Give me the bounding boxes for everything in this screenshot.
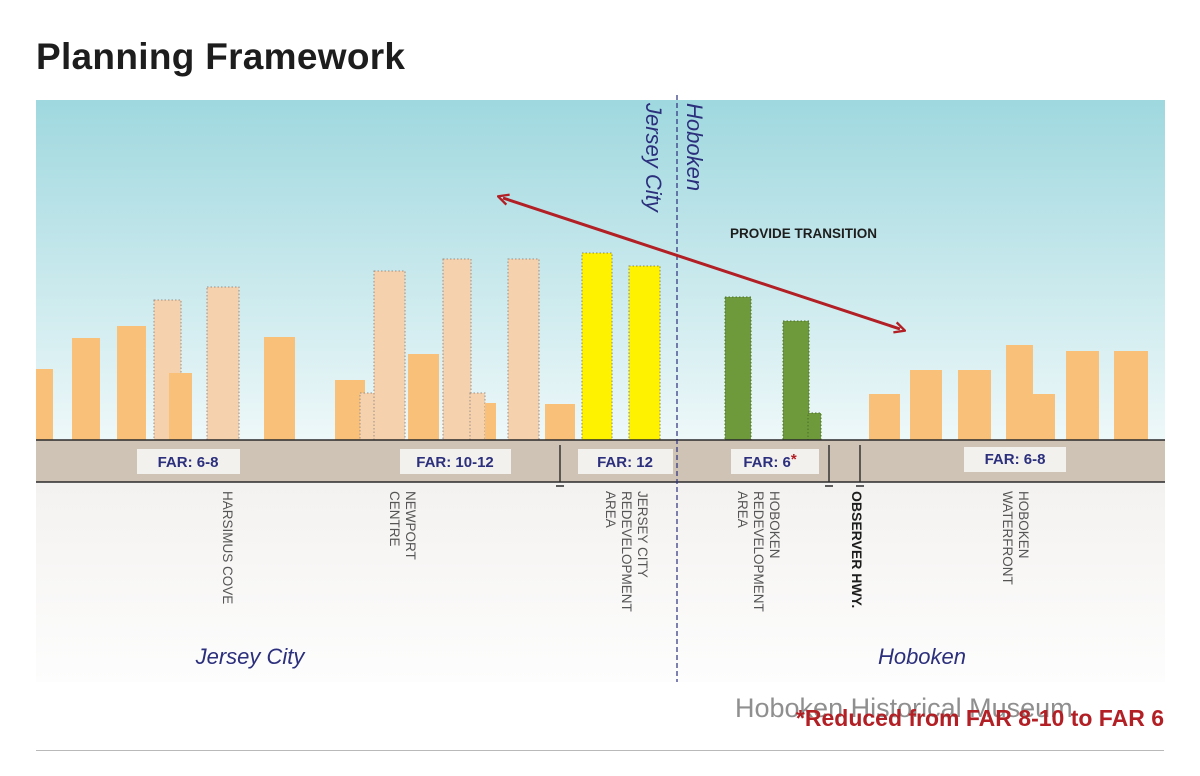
district-label-hoboken-redevelopment: HOBOKEN REDEVELOPMENT AREA — [735, 491, 782, 612]
svg-text:HOBOKEN: HOBOKEN — [1016, 491, 1031, 559]
far-label-text: FAR: 10-12 — [416, 454, 494, 471]
building-hob-redev — [782, 320, 810, 441]
building-existing — [169, 373, 192, 440]
svg-text:JERSEY CITY: JERSEY CITY — [635, 491, 650, 578]
far-label-text: FAR: 6 — [743, 454, 791, 471]
lower-background — [36, 482, 1165, 682]
building-proposed — [469, 392, 486, 441]
building-existing — [910, 370, 942, 440]
page-title: Planning Framework — [36, 36, 406, 77]
building-jc-redev — [628, 265, 661, 441]
svg-text:AREA: AREA — [603, 491, 618, 528]
building-existing — [545, 404, 575, 440]
building-existing — [36, 369, 53, 440]
transition-arrow — [503, 198, 900, 329]
building-existing — [264, 337, 295, 440]
footnote-mark: * — [791, 451, 797, 468]
far-label-text: FAR: 6-8 — [985, 451, 1046, 468]
footnote: *Reduced from FAR 8-10 to FAR 6 — [795, 705, 1164, 731]
building-existing — [408, 354, 439, 440]
district-label-harsimus-cove: HARSIMUS COVE — [220, 491, 235, 604]
building-existing — [958, 370, 991, 440]
building-existing — [1006, 345, 1033, 440]
boundary-label-jersey-city: Jersey City — [641, 102, 666, 214]
far-label-text: FAR: 6-8 — [158, 454, 219, 471]
building-proposed — [373, 270, 406, 441]
svg-text:NEWPORT: NEWPORT — [403, 491, 418, 560]
building-existing — [117, 326, 146, 440]
svg-text:FAR: 6*: FAR: 6* — [743, 451, 797, 471]
building-existing — [1030, 394, 1055, 440]
building-jc-redev — [581, 252, 613, 441]
zone-dividers — [556, 445, 864, 487]
svg-text:AREA: AREA — [735, 491, 750, 528]
building-existing — [1114, 351, 1148, 440]
transition-label: PROVIDE TRANSITION — [730, 226, 877, 241]
building-existing — [485, 403, 496, 440]
svg-text:HARSIMUS COVE: HARSIMUS COVE — [220, 491, 235, 604]
district-label-newport-centre: NEWPORT CENTRE — [387, 491, 418, 560]
svg-text:HOBOKEN: HOBOKEN — [767, 491, 782, 559]
building-proposed — [442, 258, 472, 441]
svg-text:REDEVELOPMENT: REDEVELOPMENT — [619, 491, 634, 612]
building-existing — [72, 338, 100, 440]
district-label-jersey-city-redevelopment: JERSEY CITY REDEVELOPMENT AREA — [603, 491, 650, 612]
building-hob-redev — [807, 412, 822, 441]
far-label-4: FAR: 6* — [731, 449, 819, 474]
svg-text:CENTRE: CENTRE — [387, 491, 402, 547]
building-proposed — [507, 258, 540, 441]
city-label-hoboken: Hoboken — [878, 644, 966, 669]
district-label-hoboken-waterfront: HOBOKEN WATERFRONT — [1000, 491, 1031, 585]
buildings-layer — [36, 252, 1148, 441]
district-label-observer-hwy: OBSERVER HWY. — [849, 491, 865, 608]
svg-text:WATERFRONT: WATERFRONT — [1000, 491, 1015, 585]
far-label-5: FAR: 6-8 — [964, 447, 1066, 472]
boundary-label-hoboken: Hoboken — [682, 103, 707, 191]
building-proposed — [206, 286, 240, 441]
svg-text:OBSERVER HWY.: OBSERVER HWY. — [849, 491, 865, 608]
svg-text:REDEVELOPMENT: REDEVELOPMENT — [751, 491, 766, 612]
far-label-1: FAR: 6-8 — [137, 449, 240, 474]
watermark: Hoboken Historical Museum — [735, 693, 1073, 723]
building-hob-redev — [724, 296, 752, 441]
building-existing — [869, 394, 900, 440]
bottom-divider — [36, 750, 1164, 751]
far-label-3: FAR: 12 — [578, 449, 673, 474]
building-existing — [1066, 351, 1099, 440]
far-label-text: FAR: 12 — [597, 454, 653, 471]
city-label-jersey-city: Jersey City — [195, 644, 307, 669]
far-label-2: FAR: 10-12 — [400, 449, 511, 474]
